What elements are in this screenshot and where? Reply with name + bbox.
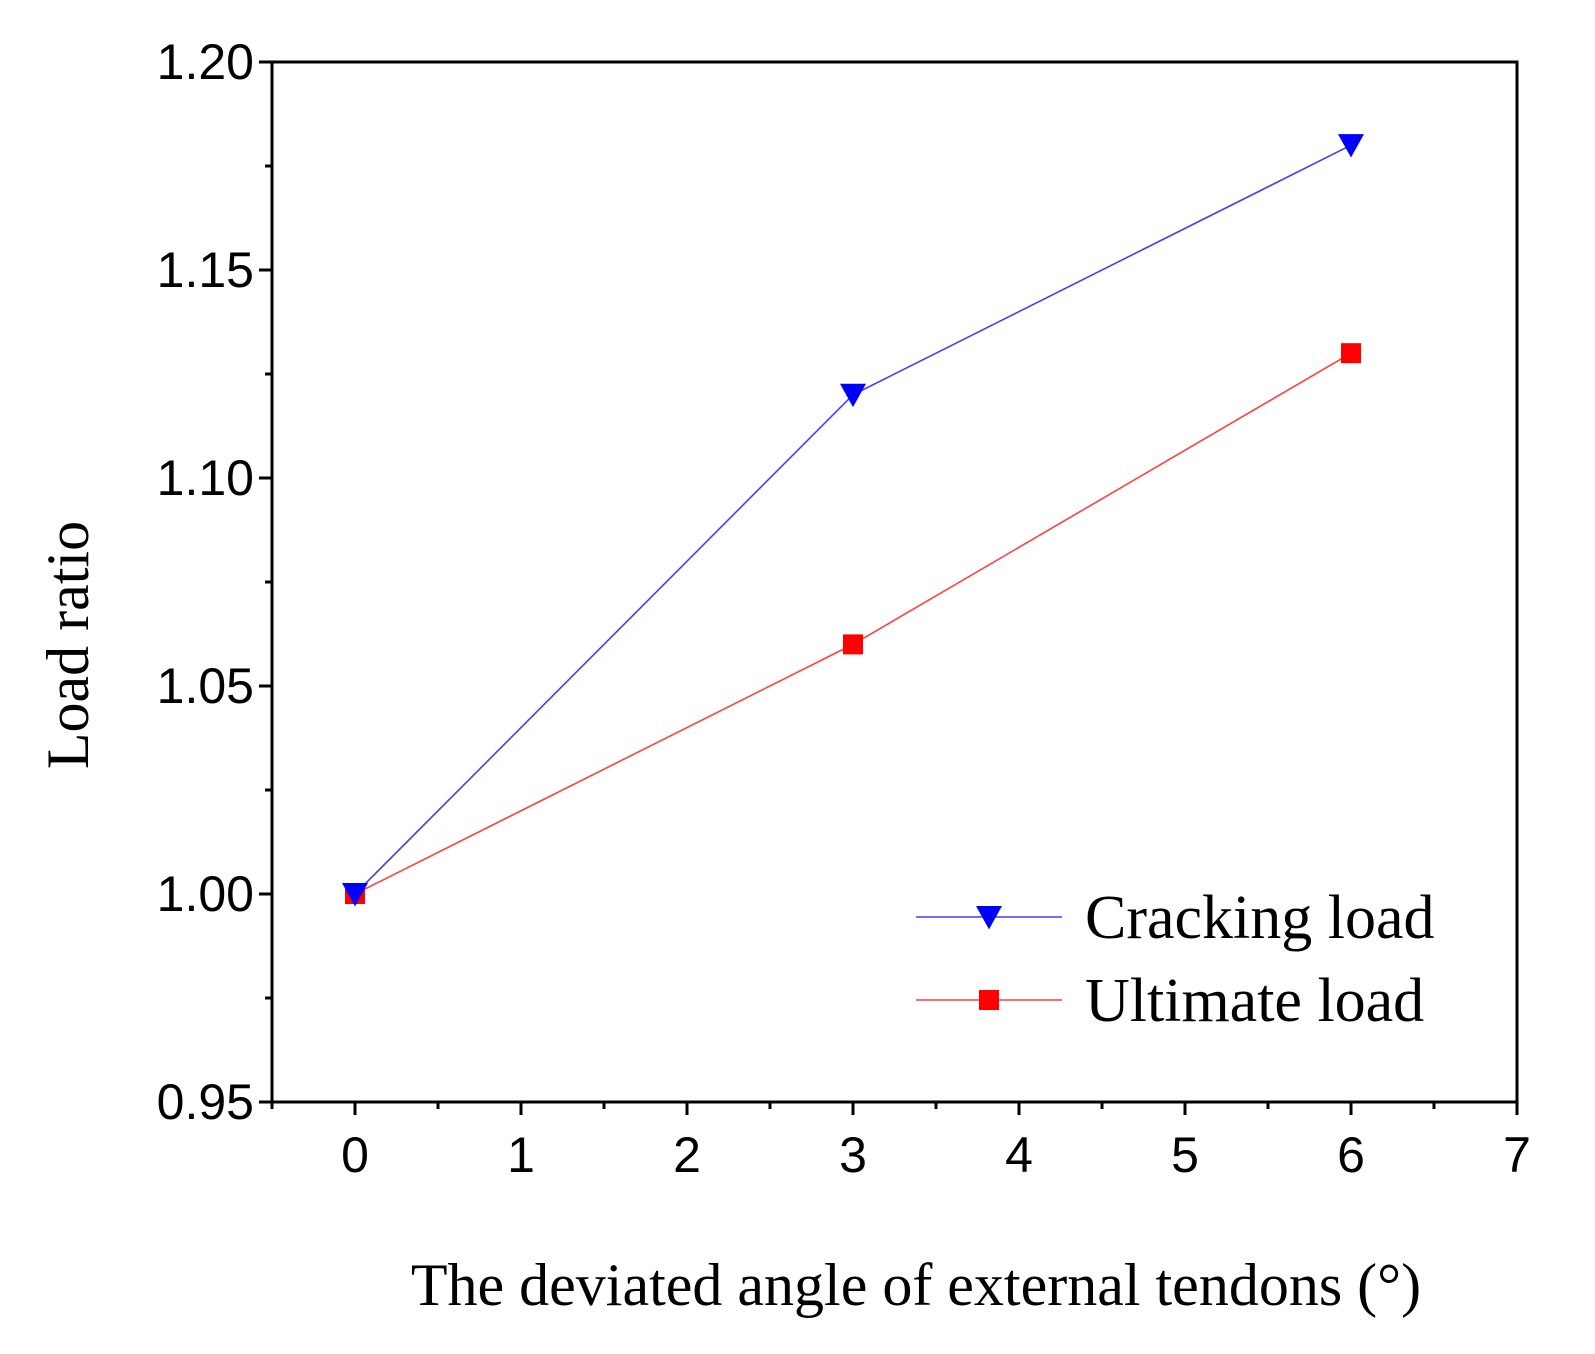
legend-ultimate-load-label: Ultimate load xyxy=(1085,967,1424,1035)
cracking-load-line xyxy=(354,144,1352,895)
y-tick-label: 1.00 xyxy=(157,866,254,922)
x-tick-label: 7 xyxy=(1503,1127,1531,1183)
cracking-load-point xyxy=(342,882,368,907)
y-tick-label: 1.10 xyxy=(157,450,254,506)
cracking-load-point xyxy=(840,383,866,408)
legend-ultimate-load-marker xyxy=(979,990,999,1010)
x-tick-label: 1 xyxy=(507,1127,535,1183)
x-tick-label: 0 xyxy=(341,1127,369,1183)
axes: 0.95 1.00 1.05 1.10 1.15 1.20 0 1 2 3 4 5 6 7 xyxy=(157,34,1531,1183)
ultimate-load-point xyxy=(1341,343,1361,364)
y-tick-label: 0.95 xyxy=(157,1074,254,1130)
y-axis-title: Load ratio xyxy=(35,521,101,769)
legend-cracking-load-label: Cracking load xyxy=(1085,884,1435,952)
plot-border xyxy=(270,60,1519,1104)
x-tick-label: 3 xyxy=(839,1127,867,1183)
series-layer xyxy=(342,134,1364,907)
plot-frame xyxy=(270,60,1519,1104)
ultimate-load-line xyxy=(354,352,1352,895)
legend-cracking-load-marker xyxy=(976,905,1002,930)
x-tick-label: 4 xyxy=(1005,1127,1033,1183)
x-tick-label: 6 xyxy=(1337,1127,1365,1183)
y-tick-label: 1.20 xyxy=(157,34,254,90)
x-tick-label: 5 xyxy=(1171,1127,1199,1183)
x-axis-title: The deviated angle of external tendons (… xyxy=(411,1252,1421,1318)
cracking-load-point xyxy=(1338,134,1364,158)
y-tick-label: 1.05 xyxy=(157,658,254,714)
legend: Cracking load Ultimate load xyxy=(916,884,1435,1035)
ultimate-load-point xyxy=(843,634,863,655)
x-tick-label: 2 xyxy=(673,1127,701,1183)
y-tick-label: 1.15 xyxy=(157,242,254,298)
